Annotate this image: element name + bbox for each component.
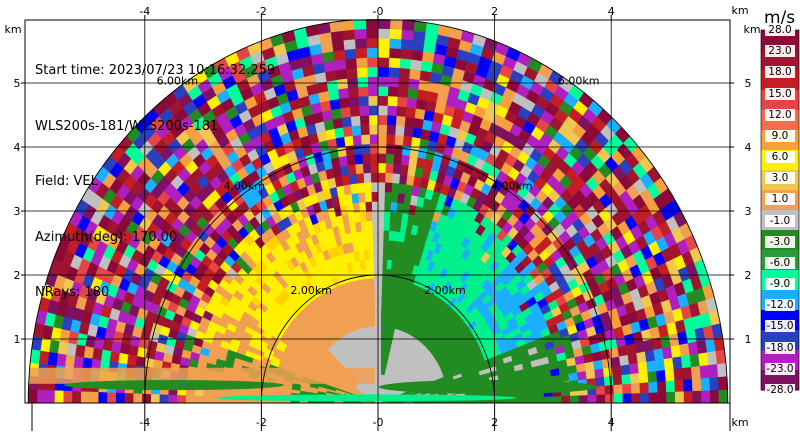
colorbar-tick-label: -9.0 (765, 278, 795, 291)
x-axis-unit-top: km (731, 4, 748, 17)
colorbar-tick-label: -18.0 (765, 341, 795, 354)
y-axis-unit-right: km (743, 23, 760, 36)
y-tick-label-left: 2 (14, 269, 21, 282)
colorbar-tick-label: 18.0 (765, 66, 795, 79)
x-tick-label-bottom: -2 (256, 416, 267, 429)
start-time-text: Start time: 2023/07/23 10:16:32.259 (35, 63, 276, 78)
nrays-text: NRays: 180 (35, 285, 110, 300)
colorbar-tick-label: -3.0 (765, 235, 795, 248)
range-ring-label: 4.00km (223, 179, 265, 192)
y-tick-label-right: 3 (745, 205, 752, 218)
colorbar-tick-label: -6.0 (765, 256, 795, 269)
colorbar-tick-label: 9.0 (765, 129, 795, 142)
colorbar-unit-label: m/s (764, 8, 796, 28)
range-ring (260, 274, 496, 403)
x-tick-label-bottom: 4 (608, 416, 615, 429)
y-tick-label-left: 4 (14, 141, 21, 154)
x-tick-label-bottom: 2 (491, 416, 498, 429)
x-tick-label-bottom: -0 (373, 416, 384, 429)
colorbar-tick-label: -1.0 (765, 214, 795, 227)
azimuth-text: Azimuth(deg): 170.00 (35, 229, 178, 245)
range-ring-label: 2.00km (424, 284, 466, 297)
range-ring (144, 146, 612, 403)
colorbar-tick-label: -15.0 (765, 320, 795, 333)
colorbar-tick-label: 12.0 (765, 108, 795, 121)
y-tick-label-left: 3 (14, 205, 21, 218)
colorbar-tick-label: 6.0 (765, 151, 795, 164)
y-tick-label-left: 5 (14, 77, 21, 90)
field-text: Field: VEL (35, 174, 98, 189)
range-ring-label: 6.00km (558, 74, 600, 87)
y-tick-label-right: 5 (745, 77, 752, 90)
x-tick-label-top: -4 (139, 5, 150, 18)
y-tick-label-right: 1 (745, 333, 752, 346)
y-tick-label-left: 1 (14, 333, 21, 346)
info-panel: Start time: 2023/07/23 10:16:32.259 WLS2… (35, 25, 275, 321)
x-tick-label-bottom: -4 (139, 416, 150, 429)
y-tick-label-right: 4 (745, 141, 752, 154)
range-ring-label: 4.00km (491, 179, 533, 192)
colorbar-labels: 28.0 23.0 18.0 15.0 12.0 9.0 6.0 3.0 1.0 -1.0 -3.0… (761, 20, 799, 400)
colorbar-tick-label: 28.0 (765, 24, 795, 36)
colorbar-tick-label: -12.0 (765, 299, 795, 312)
range-ring-label: 6.00km (157, 74, 199, 87)
y-tick-label-right: 2 (745, 269, 752, 282)
colorbar-tick-label: 15.0 (765, 87, 795, 100)
colorbar-tick-label: 3.0 (765, 172, 795, 185)
grid (25, 20, 730, 403)
instrument-text: WLS200s-181/WLS200s-181 (35, 118, 219, 134)
colorbar-tick-label: -28.0 (765, 384, 795, 396)
x-tick-label-top: -0 (373, 5, 384, 18)
x-tick-label-top: 2 (491, 5, 498, 18)
x-axis-unit-bottom: km (731, 416, 748, 429)
colorbar-tick-label: 23.0 (765, 45, 795, 58)
range-ring-label: 2.00km (290, 284, 332, 297)
range-ring (27, 20, 729, 403)
colorbar-tick-label: 1.0 (765, 193, 795, 206)
colorbar-tick-label: -23.0 (765, 362, 795, 375)
x-tick-label-top: 4 (608, 5, 615, 18)
y-axis-unit-left: km (4, 23, 21, 36)
x-tick-label-top: -2 (256, 5, 267, 18)
